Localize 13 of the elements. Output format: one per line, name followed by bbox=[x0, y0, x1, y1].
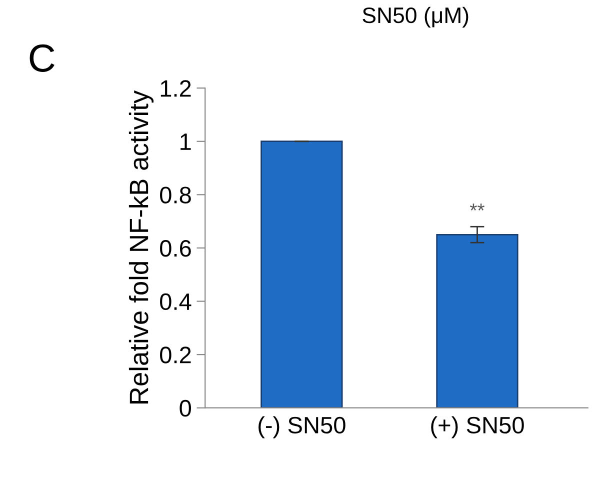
y-tick-label: 0.4 bbox=[160, 293, 192, 310]
annotation: ** bbox=[470, 204, 484, 211]
x-tick-label: (+) SN50 bbox=[431, 416, 524, 438]
x-tick-label: (-) SN50 bbox=[258, 416, 346, 438]
y-tick-label: 1.2 bbox=[160, 80, 191, 97]
chart-title: SN50 (μM) bbox=[362, 6, 468, 28]
y-axis-title: Relative fold NF-kB activity bbox=[128, 90, 154, 404]
y-tick-label: 0 bbox=[180, 400, 191, 417]
y-tick-label: 0.2 bbox=[160, 346, 191, 364]
y-tick-label: 0.8 bbox=[160, 186, 191, 204]
y-tick-label: 0.6 bbox=[160, 240, 191, 257]
y-tick-label: 1 bbox=[180, 134, 191, 150]
text: C bbox=[30, 44, 54, 72]
